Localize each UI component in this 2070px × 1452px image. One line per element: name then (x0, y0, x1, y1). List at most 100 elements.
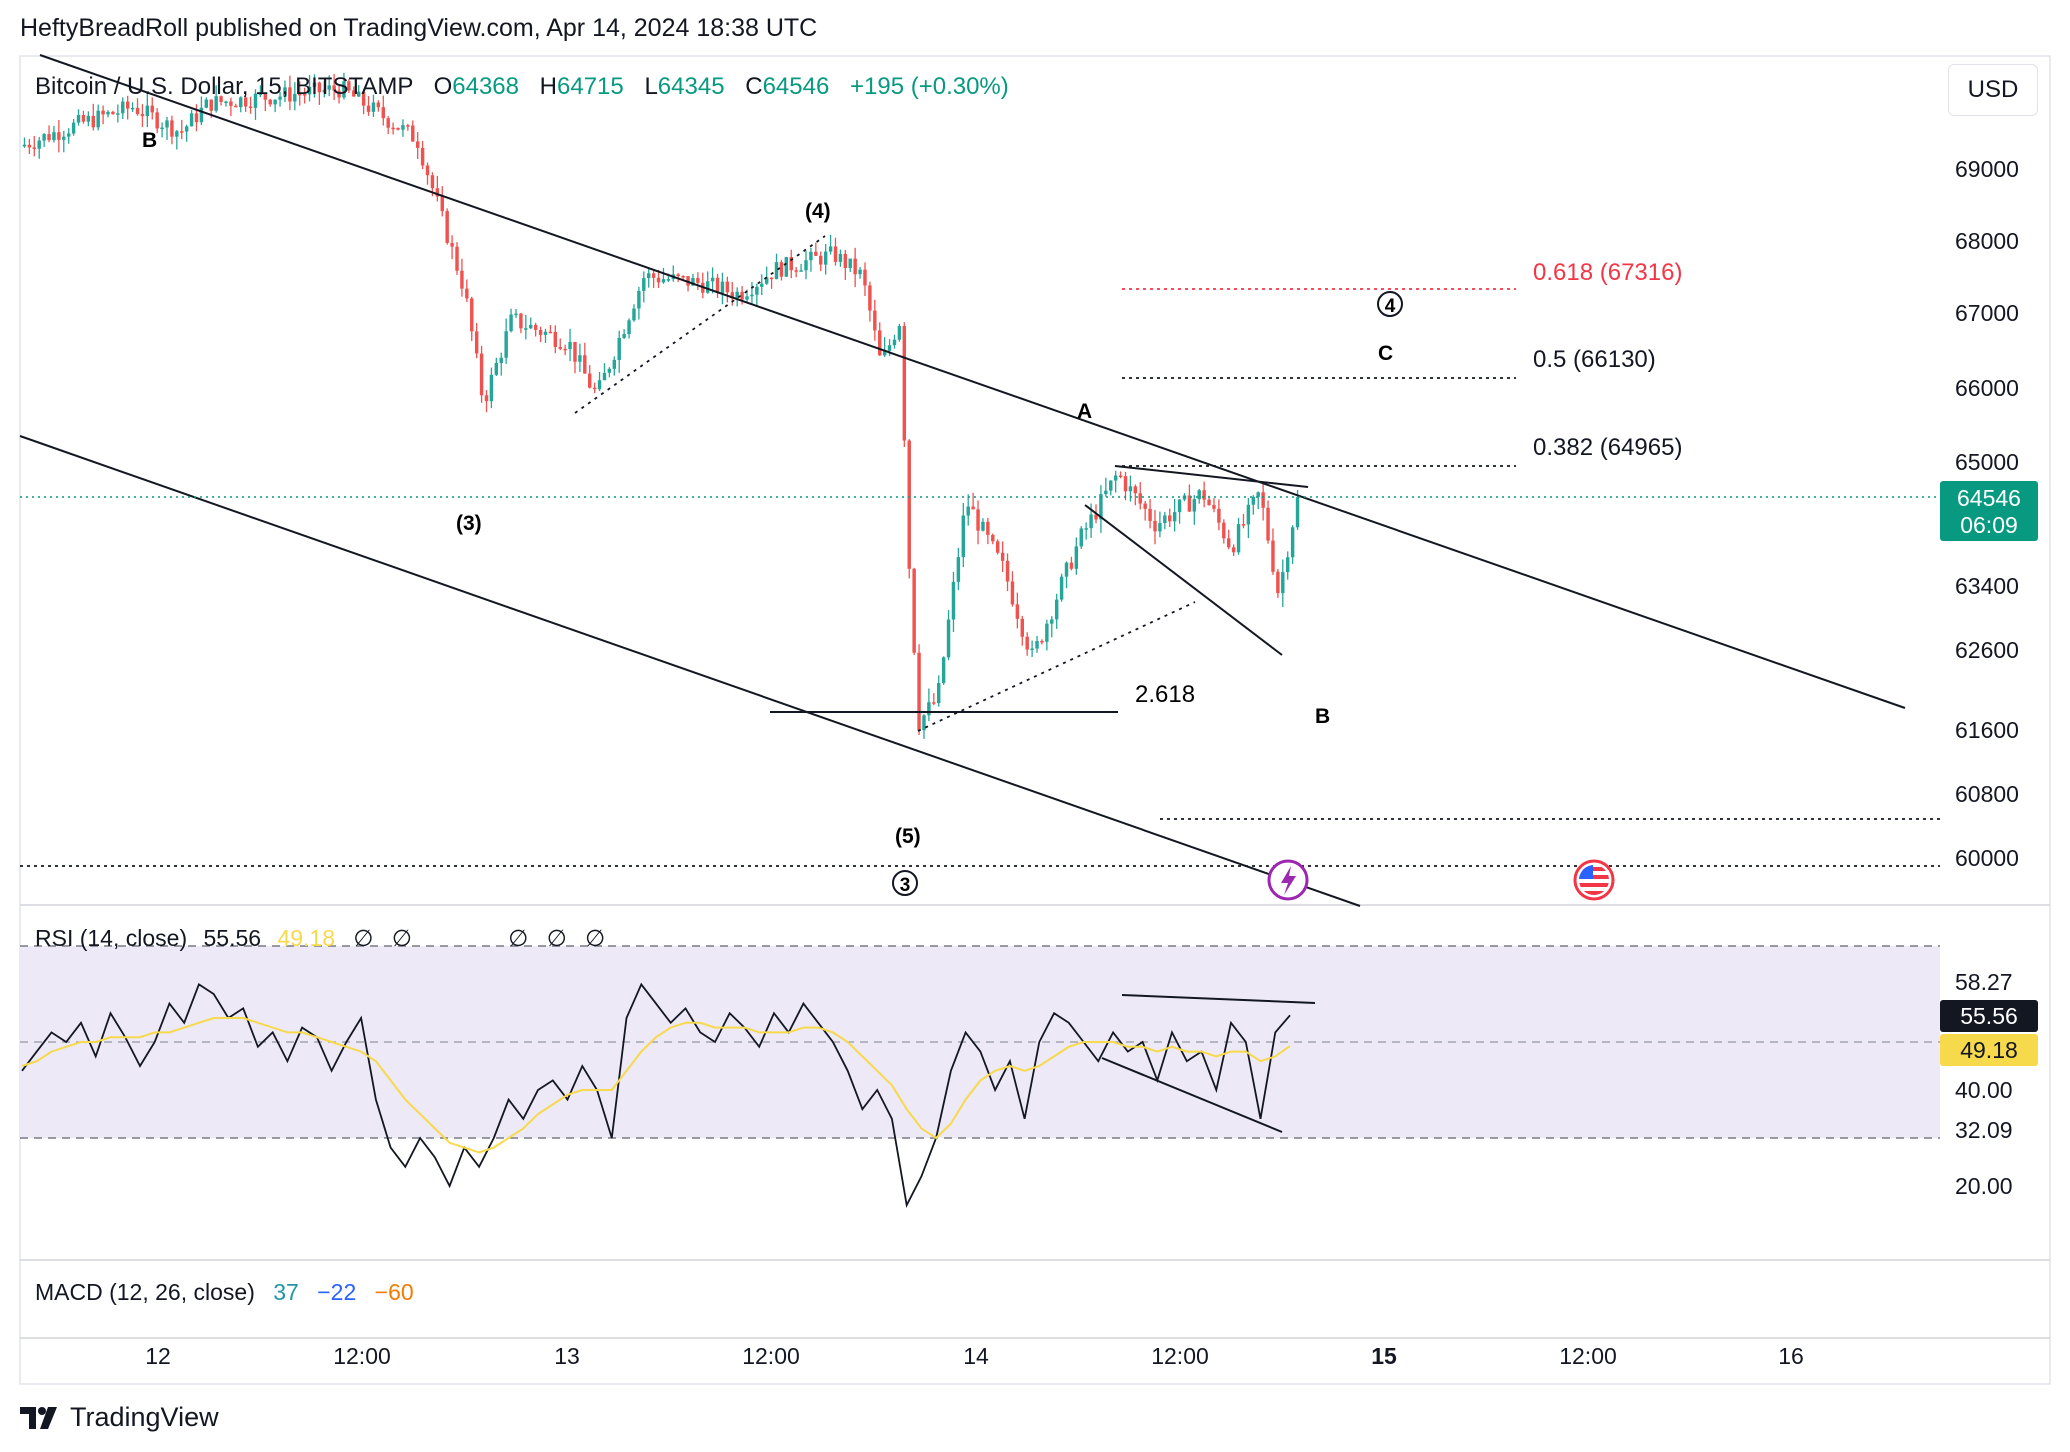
candle-body (376, 102, 381, 108)
fib-label-05: 0.5 (66130) (1533, 346, 1656, 373)
na-mark: ∅ (585, 925, 605, 951)
candle-body (1045, 623, 1049, 642)
candle-body (730, 292, 734, 299)
candle-body (627, 320, 631, 335)
candle-body (1197, 490, 1201, 500)
candle-body (504, 331, 508, 358)
candle-body (248, 106, 253, 109)
candle-body (838, 253, 843, 262)
rsi-tick: 58.27 (1955, 969, 2013, 995)
candle-body (1128, 486, 1133, 492)
candle-body (514, 313, 518, 316)
na-mark: ∅ (508, 925, 528, 951)
candle-body (1168, 515, 1172, 522)
candle-body (450, 242, 454, 247)
candle-body (705, 281, 710, 293)
candle-body (484, 395, 489, 402)
candle-body (155, 112, 159, 129)
candle-body (307, 86, 312, 95)
rsi-line (21, 982, 1291, 1209)
candle-body (1261, 492, 1265, 508)
candle-body (184, 126, 189, 132)
high-label: H (540, 73, 557, 100)
candle-body (897, 326, 902, 340)
candle-body (784, 257, 789, 277)
candle-body (887, 345, 892, 351)
candle-body (135, 107, 140, 115)
wave-label-c: C (1378, 342, 1393, 365)
candle-body (140, 114, 145, 117)
candle-body (1020, 618, 1025, 637)
price-axis[interactable]: 69000 68000 67000 66000 65000 63400 6260… (1955, 156, 2019, 871)
candle-body (814, 251, 818, 256)
us-flag-event-icon[interactable] (1573, 859, 1615, 901)
candle-body (892, 339, 897, 346)
candle-body (597, 380, 602, 390)
fib-label-0382: 0.382 (64965) (1533, 434, 1682, 461)
candle-body (1025, 636, 1029, 650)
candle-body (96, 110, 100, 128)
time-tick: 12 (145, 1343, 171, 1369)
candle-body (1138, 493, 1142, 504)
macd-hist-value: −60 (375, 1279, 414, 1305)
candle-body (106, 111, 110, 115)
channel-upper-line (39, 54, 1906, 709)
candle-body (356, 91, 361, 97)
candle-body (243, 97, 248, 107)
time-tick: 12:00 (742, 1343, 800, 1369)
candle-body (1094, 514, 1098, 520)
candle-body (956, 557, 961, 582)
symbol-legend[interactable]: Bitcoin / U.S. Dollar, 15, BITSTAMP O643… (35, 73, 1009, 100)
currency-button[interactable]: USD (1948, 64, 2038, 116)
candle-body (1143, 503, 1147, 509)
candle-body (961, 515, 966, 558)
chart-frame (19, 55, 2051, 1385)
candle-body (853, 258, 857, 275)
price-tick: 68000 (1955, 228, 2019, 254)
price-tick: 69000 (1955, 156, 2019, 182)
candle-body (342, 81, 346, 98)
candle-body (297, 93, 302, 96)
candle-body (189, 113, 194, 127)
close-label: C (745, 73, 762, 100)
candle-body (37, 140, 41, 149)
candle-body (352, 90, 356, 97)
candle-body (425, 165, 430, 176)
candle-body (995, 541, 1000, 553)
lightning-event-icon[interactable] (1267, 859, 1309, 901)
candle-body (62, 136, 66, 140)
candle-body (386, 118, 390, 128)
footer-logo[interactable]: TradingView (20, 1402, 219, 1433)
candle-body (253, 93, 258, 108)
candle-body (927, 702, 931, 716)
candle-body (1276, 571, 1280, 594)
macd-signal-value: −22 (317, 1279, 356, 1305)
candle-body (666, 279, 671, 281)
price-tick: 60800 (1955, 781, 2019, 807)
candle-body (199, 107, 204, 123)
rsi-ma-line (21, 1017, 1291, 1154)
macd-legend[interactable]: MACD (12, 26, close) 37 −22 −60 (35, 1279, 414, 1305)
candle-body (1099, 494, 1103, 520)
publish-header: HeftyBreadRoll published on TradingView.… (20, 14, 818, 42)
candle-body (366, 105, 371, 112)
candle-body (175, 131, 179, 137)
time-axis[interactable]: 12 12:00 13 12:00 14 12:00 15 12:00 16 (145, 1343, 1804, 1369)
candle-body (288, 87, 292, 102)
candle-body (479, 353, 484, 396)
candle-body (204, 99, 209, 108)
candle-body (725, 281, 730, 293)
candle-body (499, 357, 503, 363)
rsi-axis[interactable]: 58.27 40.00 32.09 20.00 (1955, 969, 2013, 1199)
candle-body (1217, 508, 1221, 523)
rsi-legend[interactable]: RSI (14, close) 55.56 49.18 ∅ ∅ ∅ ∅ ∅ (35, 925, 605, 951)
candle-body (1295, 497, 1300, 528)
high-value: 64715 (557, 73, 624, 100)
candle-body (465, 288, 469, 299)
candle-body (902, 326, 907, 441)
candle-body (568, 341, 572, 350)
candle-body (435, 188, 440, 197)
candle-body (548, 331, 553, 334)
open-label: O (434, 73, 453, 100)
